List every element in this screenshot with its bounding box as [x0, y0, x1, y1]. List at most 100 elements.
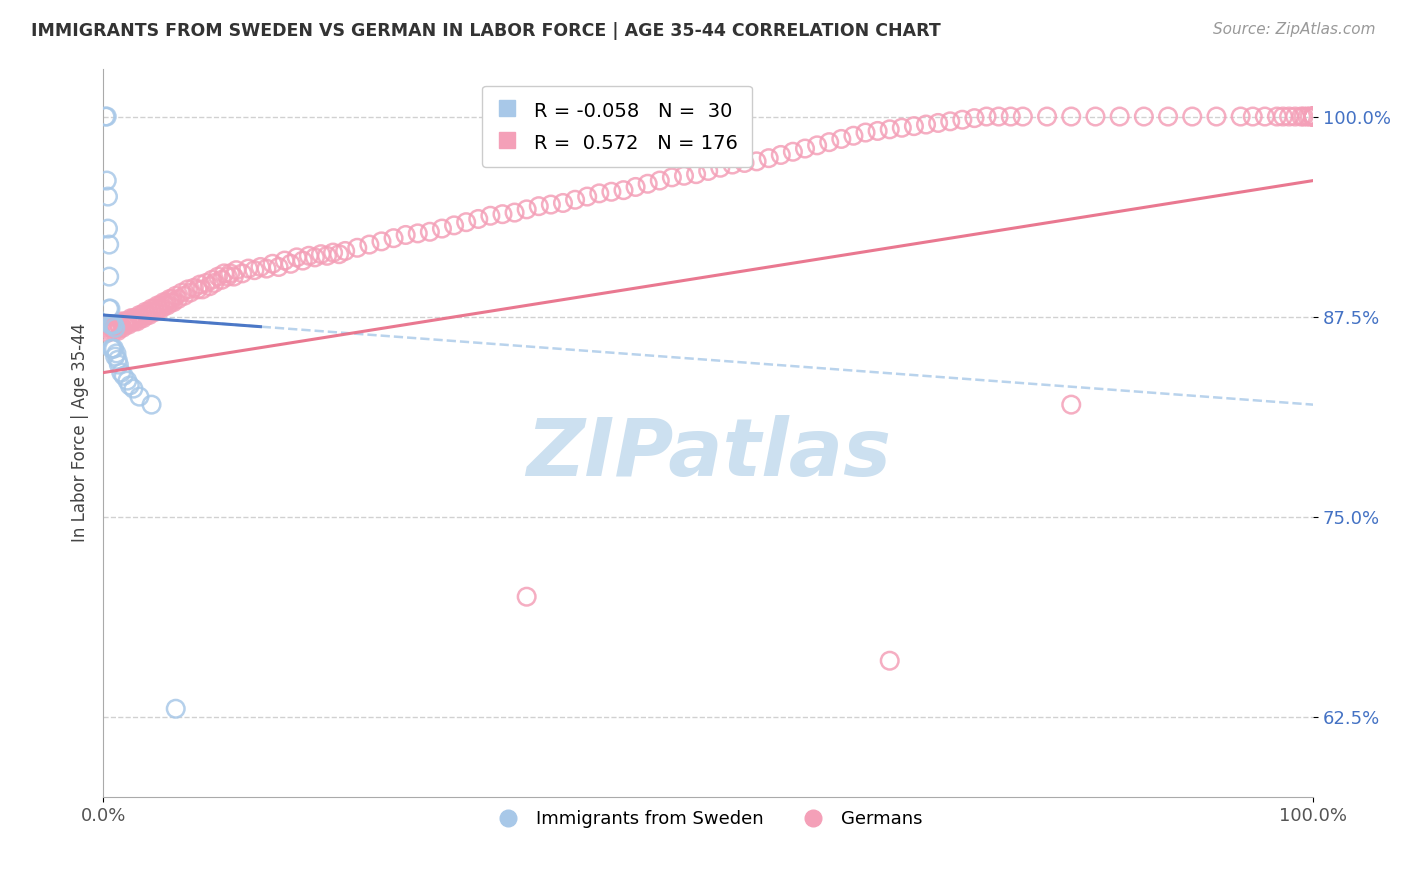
- Point: [98, 301, 121, 316]
- Point: [122, 311, 145, 326]
- Point: [976, 110, 998, 124]
- Point: [132, 311, 155, 326]
- Point: [794, 142, 817, 156]
- Point: [149, 298, 172, 312]
- Point: [588, 186, 610, 201]
- Point: [419, 225, 441, 239]
- Point: [1292, 110, 1315, 124]
- Point: [842, 128, 865, 143]
- Point: [612, 183, 634, 197]
- Point: [141, 301, 163, 316]
- Point: [600, 185, 623, 199]
- Point: [1302, 110, 1324, 124]
- Point: [866, 124, 889, 138]
- Point: [443, 219, 465, 233]
- Point: [110, 366, 132, 380]
- Point: [1302, 110, 1324, 124]
- Point: [745, 154, 768, 169]
- Point: [148, 301, 170, 316]
- Point: [153, 298, 176, 312]
- Point: [100, 342, 122, 356]
- Point: [100, 318, 122, 332]
- Point: [395, 227, 418, 242]
- Point: [101, 318, 124, 332]
- Point: [105, 321, 128, 335]
- Point: [212, 266, 235, 280]
- Point: [1060, 110, 1083, 124]
- Point: [273, 253, 295, 268]
- Point: [100, 318, 122, 332]
- Point: [97, 221, 120, 235]
- Point: [328, 247, 350, 261]
- Point: [661, 170, 683, 185]
- Point: [121, 314, 143, 328]
- Point: [128, 390, 150, 404]
- Point: [98, 321, 121, 335]
- Point: [177, 282, 200, 296]
- Point: [734, 156, 756, 170]
- Point: [1302, 110, 1324, 124]
- Point: [818, 135, 841, 149]
- Point: [1254, 110, 1277, 124]
- Point: [107, 324, 129, 338]
- Point: [370, 235, 392, 249]
- Point: [134, 305, 156, 319]
- Point: [217, 269, 239, 284]
- Point: [98, 237, 121, 252]
- Point: [1133, 110, 1156, 124]
- Point: [855, 126, 877, 140]
- Point: [111, 321, 134, 335]
- Point: [1000, 110, 1022, 124]
- Point: [304, 251, 326, 265]
- Point: [280, 257, 302, 271]
- Point: [103, 324, 125, 338]
- Point: [207, 269, 229, 284]
- Point: [156, 298, 179, 312]
- Point: [1205, 110, 1227, 124]
- Point: [173, 289, 195, 303]
- Point: [97, 326, 120, 340]
- Point: [806, 138, 828, 153]
- Point: [160, 292, 183, 306]
- Point: [135, 308, 157, 322]
- Point: [1284, 110, 1306, 124]
- Point: [195, 276, 218, 290]
- Point: [98, 269, 121, 284]
- Point: [162, 295, 184, 310]
- Point: [1302, 110, 1324, 124]
- Point: [101, 321, 124, 335]
- Point: [103, 342, 125, 356]
- Point: [225, 263, 247, 277]
- Point: [1302, 110, 1324, 124]
- Point: [125, 314, 148, 328]
- Point: [120, 311, 142, 326]
- Point: [430, 221, 453, 235]
- Point: [100, 301, 122, 316]
- Point: [1298, 110, 1320, 124]
- Point: [110, 314, 132, 328]
- Point: [238, 261, 260, 276]
- Point: [179, 285, 201, 300]
- Point: [1108, 110, 1130, 124]
- Point: [131, 308, 153, 322]
- Point: [115, 318, 138, 332]
- Point: [685, 167, 707, 181]
- Point: [564, 193, 586, 207]
- Point: [142, 301, 165, 316]
- Point: [1265, 110, 1288, 124]
- Point: [1302, 110, 1324, 124]
- Point: [97, 189, 120, 203]
- Point: [890, 120, 912, 135]
- Point: [219, 266, 242, 280]
- Point: [551, 196, 574, 211]
- Point: [118, 378, 141, 392]
- Point: [1084, 110, 1107, 124]
- Point: [136, 305, 159, 319]
- Point: [697, 164, 720, 178]
- Point: [267, 260, 290, 274]
- Point: [782, 145, 804, 159]
- Point: [118, 314, 141, 328]
- Point: [128, 308, 150, 322]
- Point: [101, 342, 124, 356]
- Point: [491, 207, 513, 221]
